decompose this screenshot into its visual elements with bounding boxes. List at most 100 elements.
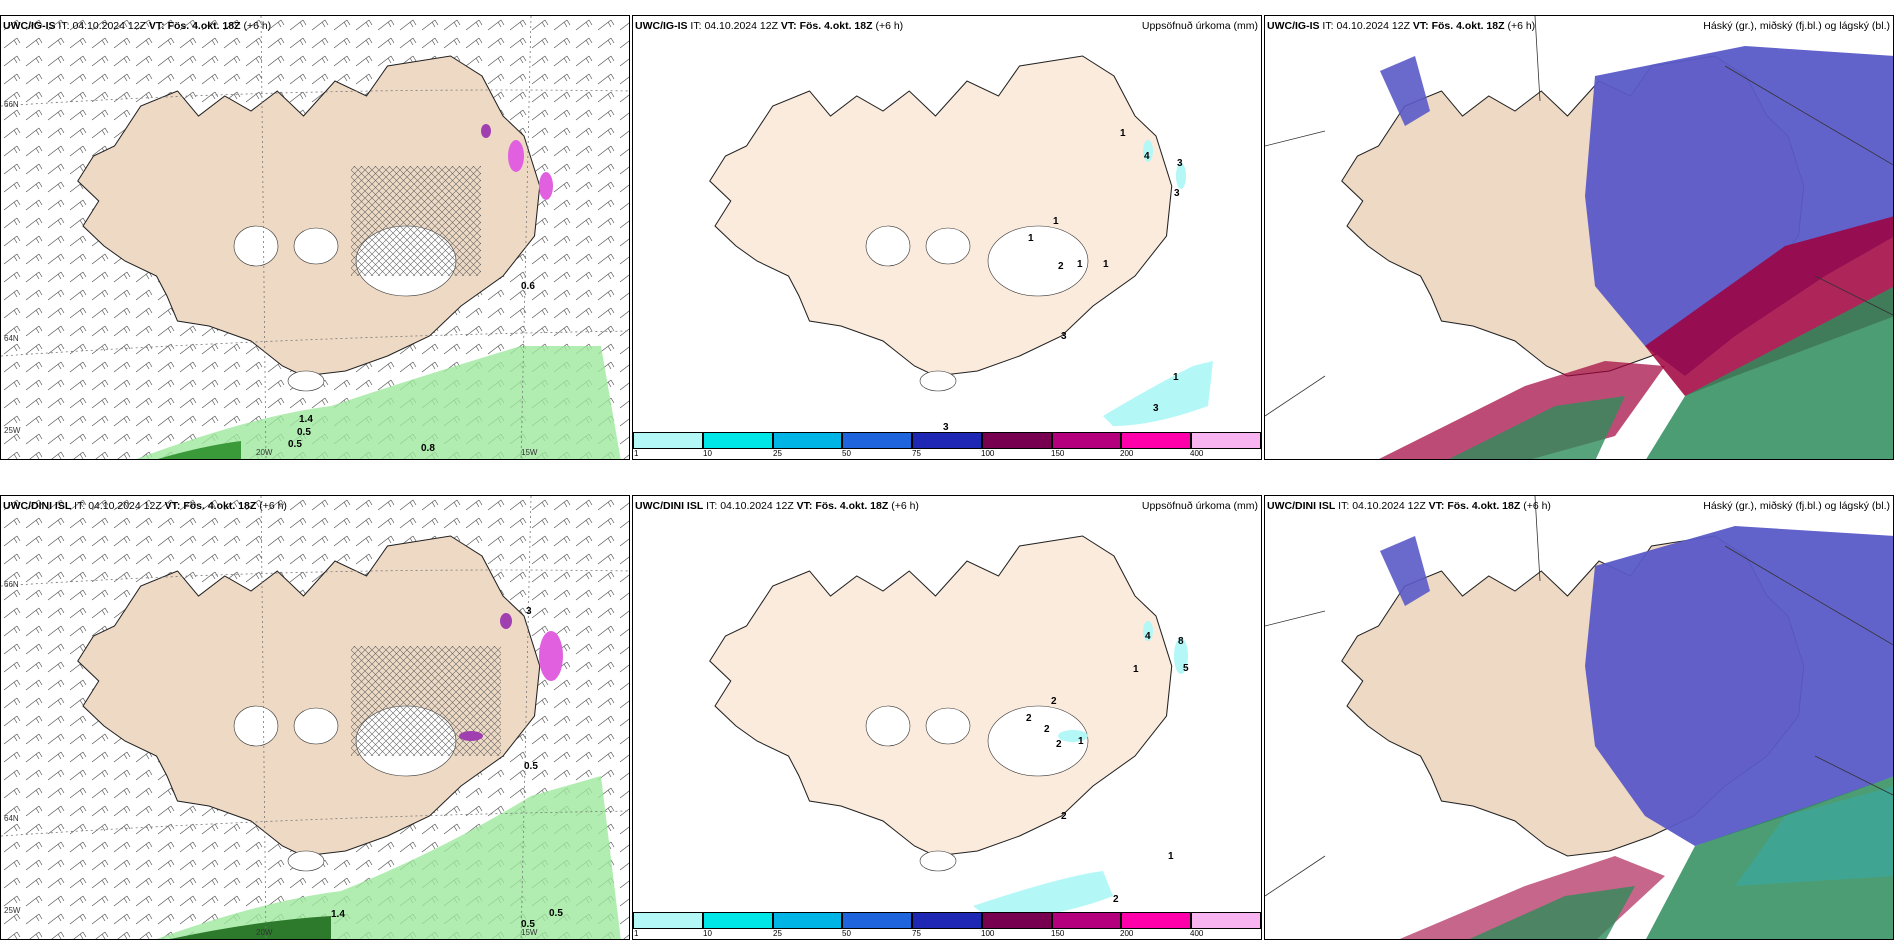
precip-value: 1 xyxy=(1133,664,1139,675)
coastline-line xyxy=(1265,16,1893,417)
model-name: UWC/DINI ISL xyxy=(635,500,704,512)
longitude-line xyxy=(520,496,532,939)
precip-value: 3 xyxy=(943,422,949,433)
valid-time: Fös. 4.okt. 18Z xyxy=(167,20,241,32)
valid-time: Fös. 4.okt. 18Z xyxy=(1447,500,1521,512)
colorbar-swatch xyxy=(1191,912,1261,929)
lat-label-66n: 66N xyxy=(4,100,19,109)
precip-patch xyxy=(1143,140,1153,162)
colorbar-ticks: 1 10 25 50 75 100 150 200 400 xyxy=(633,929,1261,939)
glacier-langjokull xyxy=(233,705,279,747)
latitude-line xyxy=(1,89,629,107)
colorbar-tick: 100 xyxy=(981,449,995,458)
panel-dini-clouds: UWC/DINI ISL IT: 04.10.2024 12Z VT: Fös.… xyxy=(1264,495,1894,940)
valid-time: Fös. 4.okt. 18Z xyxy=(183,500,257,512)
precip-value: 0.8 xyxy=(421,443,435,454)
colorbar-swatch xyxy=(981,912,1052,929)
it-label: IT: xyxy=(706,500,718,512)
precip-patch xyxy=(1174,638,1188,674)
vt-label: VT: xyxy=(796,500,813,512)
panel-igis-clouds: UWC/IG-IS IT: 04.10.2024 12Z VT: Fös. 4.… xyxy=(1264,15,1894,460)
precip-value: 1 xyxy=(1077,259,1083,270)
precip-value: 0.6 xyxy=(521,281,535,292)
colorbar-swatch xyxy=(772,912,843,929)
lon-label-20w: 20W xyxy=(256,928,273,937)
precip-value: 0.5 xyxy=(521,919,535,930)
mid-cloud-area xyxy=(1735,786,1893,886)
panel-title: Uppsöfnuð úrkoma (mm) xyxy=(1141,500,1258,512)
precip-core xyxy=(157,441,241,459)
init-time: 04.10.2024 12Z xyxy=(88,500,162,512)
init-time: 04.10.2024 12Z xyxy=(720,500,794,512)
glacier-hofsjokull xyxy=(925,707,971,745)
wind-map xyxy=(1,16,629,459)
valid-time: Fös. 4.okt. 18Z xyxy=(799,20,873,32)
colorbar-tick: 75 xyxy=(912,929,921,938)
colorbar-tick: 10 xyxy=(703,929,712,938)
high-cloud-area xyxy=(1380,56,1430,126)
panel-header: UWC/DINI ISL IT: 04.10.2024 12Z VT: Fös.… xyxy=(3,500,287,512)
precip-patch xyxy=(1176,163,1186,189)
model-name: UWC/IG-IS xyxy=(3,20,56,32)
mid-cloud-area xyxy=(1469,886,1635,939)
it-label: IT: xyxy=(690,20,702,32)
valid-time: Fös. 4.okt. 18Z xyxy=(1431,20,1505,32)
precip-patch xyxy=(459,731,483,741)
glacier-hofsjokull xyxy=(293,707,339,745)
precip-value: 1 xyxy=(1053,216,1059,227)
lead-time: (+6 h) xyxy=(875,20,904,32)
colorbar-tick: 400 xyxy=(1190,929,1204,938)
colorbar-swatch xyxy=(1051,912,1122,929)
precip-patch xyxy=(539,631,563,681)
panel-header: UWC/DINI ISL IT: 04.10.2024 12Z VT: Fös.… xyxy=(635,500,919,512)
lon-label-20w: 20W xyxy=(256,448,273,457)
precip-value: 3 xyxy=(1177,158,1183,169)
colorbar-tick: 10 xyxy=(703,449,712,458)
panel-title: Háský (gr.), miðský (fj.bl.) og lágský (… xyxy=(1703,20,1890,32)
high-cloud-area xyxy=(1585,526,1893,846)
mid-cloud-area xyxy=(1449,396,1625,459)
glacier-hofsjokull xyxy=(293,227,339,265)
glacier-hofsjokull xyxy=(925,227,971,265)
precip-value: 1.4 xyxy=(331,909,345,920)
precip-value: 2 xyxy=(1056,739,1062,750)
precip-patch xyxy=(481,124,491,138)
mid-cloud-area xyxy=(1646,287,1893,459)
panel-igis-precip: UWC/IG-IS IT: 04.10.2024 12Z VT: Fös. 4.… xyxy=(632,15,1262,460)
iceland-land xyxy=(709,55,1173,377)
iceland-land xyxy=(709,535,1173,857)
colorbar-swatch xyxy=(702,432,773,449)
precip-value: 2 xyxy=(1058,261,1064,272)
colorbar-swatch xyxy=(633,912,703,929)
vt-label: VT: xyxy=(148,20,165,32)
precip-value: 1 xyxy=(1028,233,1034,244)
precip-value: 3 xyxy=(1061,331,1067,342)
model-name: UWC/IG-IS xyxy=(1267,20,1320,32)
longitude-line xyxy=(260,496,267,939)
precip-value: 4 xyxy=(1145,631,1151,642)
colorbar-swatch xyxy=(702,912,773,929)
vt-label: VT: xyxy=(780,20,797,32)
precip-value: 0.5 xyxy=(288,439,302,450)
colorbar-tick: 1 xyxy=(634,449,639,458)
precip-value: 3 xyxy=(1153,403,1159,414)
precip-value: 2 xyxy=(1051,696,1057,707)
it-label: IT: xyxy=(1322,20,1334,32)
lead-time: (+6 h) xyxy=(259,500,287,512)
precip-patch xyxy=(1143,621,1153,641)
glacier-vatnajokull xyxy=(987,705,1089,777)
colorbar-swatch xyxy=(912,912,982,929)
lead-time: (+6 h) xyxy=(1523,500,1551,512)
cloud-map xyxy=(1265,496,1893,939)
glacier-myrdalsjokull xyxy=(919,370,957,392)
precip-value: 1 xyxy=(1078,736,1084,747)
colorbar-tick: 75 xyxy=(912,449,921,458)
precip-area xyxy=(973,871,1113,921)
precip-value: 2 xyxy=(1044,724,1050,735)
panel-header: UWC/IG-IS IT: 04.10.2024 12Z VT: Fös. 4.… xyxy=(3,20,271,32)
precip-area xyxy=(136,346,621,459)
glacier-langjokull xyxy=(865,225,911,267)
precip-map xyxy=(709,535,1188,921)
colorbar-swatch xyxy=(912,432,982,449)
high-cloud-area xyxy=(1585,46,1893,376)
